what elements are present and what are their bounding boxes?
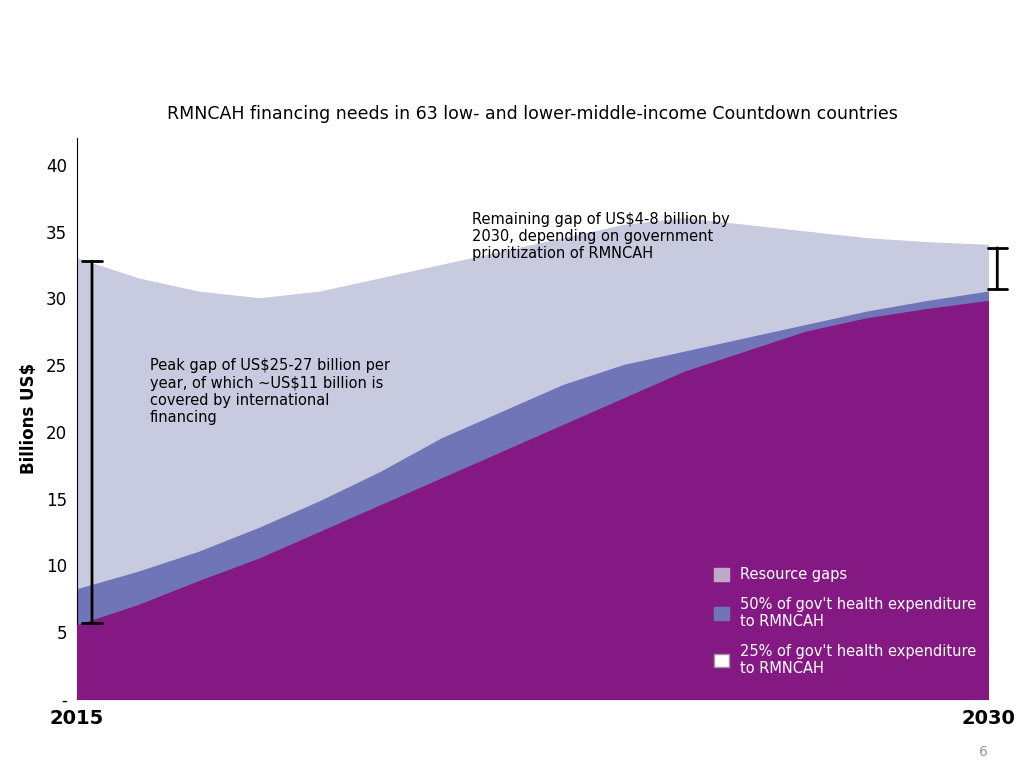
Text: Remaining gap of US$4-8 billion by
2030, depending on government
prioritization : Remaining gap of US$4-8 billion by 2030,… [472,212,729,261]
Text: Peak gap of US$25-27 billion per
year, of which ~US$11 billion is
covered by int: Peak gap of US$25-27 billion per year, o… [150,358,390,425]
Text: in financing for RMNCAH: in financing for RMNCAH [13,71,380,97]
Text: 6: 6 [979,746,988,760]
Legend: Resource gaps, 50% of gov't health expenditure
to RMNCAH, 25% of gov't health ex: Resource gaps, 50% of gov't health expen… [710,563,981,680]
Title: RMNCAH financing needs in 63 low- and lower-middle-income Countdown countries: RMNCAH financing needs in 63 low- and lo… [167,104,898,123]
Text: Increasing domestic resource mobilization is key to closing the gap: Increasing domestic resource mobilizatio… [13,29,1018,55]
Y-axis label: Billions US$: Billions US$ [19,363,38,474]
